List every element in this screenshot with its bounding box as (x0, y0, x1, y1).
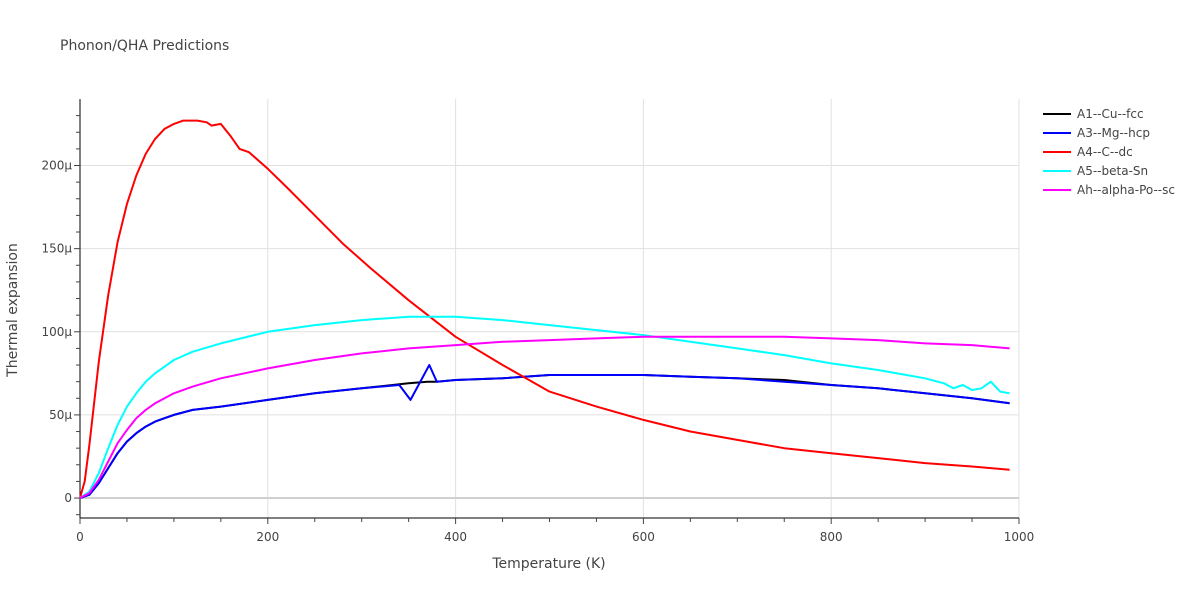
x-tick-label: 1000 (1004, 530, 1035, 544)
legend-item[interactable]: A3--Mg--hcp (1043, 126, 1150, 140)
legend-item[interactable]: Ah--alpha-Po--sc (1043, 183, 1175, 197)
chart-title: Phonon/QHA Predictions (60, 38, 229, 54)
y-tick-label: 100μ (41, 325, 72, 339)
series-line-2[interactable] (79, 119, 1010, 499)
x-tick-label: 400 (444, 530, 467, 544)
y-axis-title: Thermal expansion (5, 243, 21, 378)
x-tick-label: 200 (256, 530, 279, 544)
legend-label: A3--Mg--hcp (1077, 126, 1150, 140)
grid (80, 99, 1020, 518)
y-tick-label: 50μ (49, 408, 72, 422)
legend-item[interactable]: A1--Cu--fcc (1043, 107, 1144, 121)
y-tick-label: 200μ (41, 159, 72, 173)
axes: 0 200 400 600 800 1000 0 50μ 100μ 150μ 200μ (41, 99, 1034, 544)
legend-label: Ah--alpha-Po--sc (1077, 183, 1175, 197)
legend-item[interactable]: A4--C--dc (1043, 145, 1133, 159)
x-axis-title: Temperature (K) (491, 556, 605, 572)
x-tick-label: 800 (820, 530, 843, 544)
legend-item[interactable]: A5--beta-Sn (1043, 164, 1148, 178)
legend-label: A1--Cu--fcc (1077, 107, 1144, 121)
x-tick-label: 0 (76, 530, 84, 544)
x-tick-label: 600 (632, 530, 655, 544)
series-line-1[interactable] (79, 364, 1010, 499)
legend-label: A5--beta-Sn (1077, 164, 1148, 178)
series-line-3[interactable] (79, 315, 1010, 499)
series-line-0[interactable] (79, 374, 1010, 499)
y-tick-label: 150μ (41, 242, 72, 256)
legend[interactable]: A1--Cu--fcc A3--Mg--hcp A4--C--dc A5--beta-… (1043, 107, 1175, 197)
legend-label: A4--C--dc (1077, 145, 1133, 159)
series-layer (79, 119, 1010, 499)
y-tick-label: 0 (64, 491, 72, 505)
series-line-4[interactable] (79, 335, 1010, 499)
